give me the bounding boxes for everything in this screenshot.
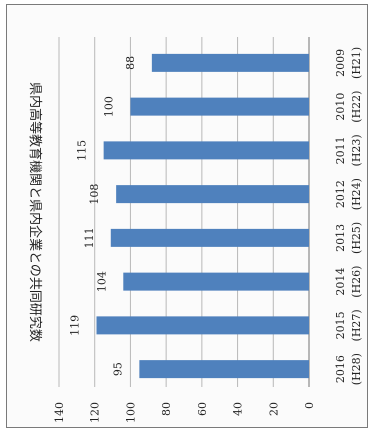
category-label-year: 2010 [334,93,347,121]
value-tick-label: 60 [196,402,209,416]
bar [96,316,309,335]
category-label-year: 2011 [334,136,347,164]
category-label-era: (H25) [350,222,363,254]
bar-chart: 0 20 40 60 80 100 120 140 88 2009 (H21) 100 2010 (H22… [27,37,363,423]
value-tick-label: 0 [303,402,316,409]
bar [139,360,309,379]
category-label-era: (H22) [350,91,363,123]
data-label: 104 [95,271,108,292]
value-tick-label: 40 [232,402,245,416]
value-tick-label: 120 [89,402,102,423]
category-label-era: (H26) [350,266,363,298]
data-label: 100 [102,96,115,117]
data-label: 108 [88,184,101,205]
value-tick-label: 140 [53,402,66,423]
bar [103,141,310,160]
category-label-era: (H27) [350,309,363,341]
data-label: 115 [76,140,89,161]
data-label: 111 [83,227,96,248]
bar [116,185,310,204]
value-tick-label: 100 [124,402,137,423]
value-tick-label: 20 [267,402,280,416]
data-label: 95 [111,362,124,376]
category-label-era: (H21) [350,47,363,79]
bar [123,272,310,291]
bar [130,97,309,116]
bar [110,228,310,247]
chart-frame: 0 20 40 60 80 100 120 140 88 2009 (H21) 100 2010 (H22… [6,4,368,428]
category-label-year: 2016 [334,355,347,383]
category-label-era: (H28) [350,353,363,385]
category-label-era: (H23) [350,134,363,166]
category-label-year: 2014 [334,268,347,296]
category-label-year: 2009 [334,49,347,77]
category-label-year: 2015 [334,311,347,339]
data-label: 88 [124,56,137,70]
category-label-year: 2013 [334,224,347,252]
value-tick-label: 80 [160,402,173,416]
data-label: 119 [69,315,82,336]
chart-title: 県内高等教育機関と県内企業との共同研究数 [27,82,43,342]
category-label-era: (H24) [350,178,363,210]
category-label-year: 2012 [334,180,347,208]
bar [151,53,309,72]
